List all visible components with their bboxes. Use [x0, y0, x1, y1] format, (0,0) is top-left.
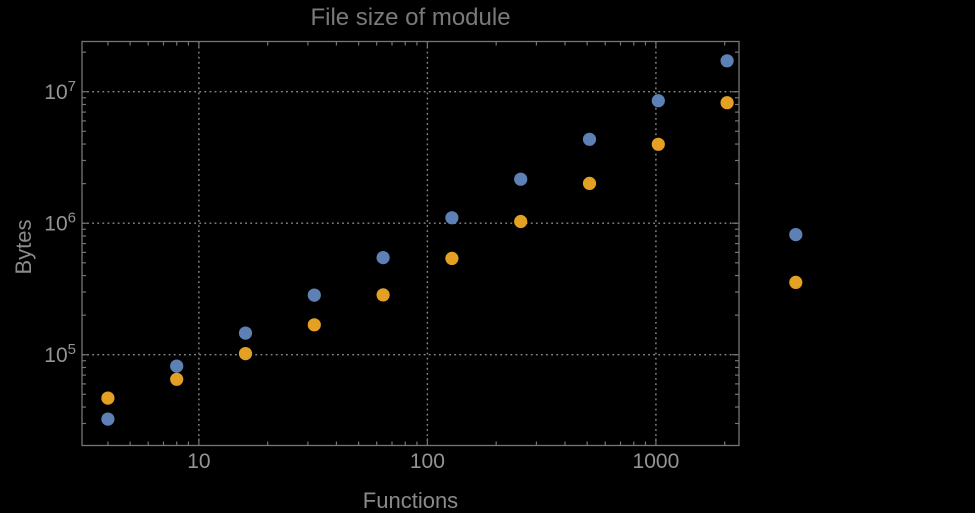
- data-point: [582, 176, 597, 190]
- data-point: [376, 288, 390, 302]
- data-point: [514, 214, 528, 229]
- data-point: [307, 318, 321, 332]
- data-point: [170, 372, 184, 386]
- data-point: [789, 228, 803, 242]
- data-point: [720, 96, 734, 110]
- data-points: [101, 54, 803, 426]
- y-tick-label-1e7: 107: [44, 78, 76, 104]
- gridlines: [82, 41, 739, 446]
- frame-ticks: [82, 41, 739, 446]
- data-point: [170, 359, 184, 373]
- data-point: [651, 137, 665, 151]
- data-point: [238, 347, 253, 361]
- x-tick-label-10: 10: [187, 450, 210, 473]
- x-tick-label-1000: 1000: [633, 450, 680, 473]
- data-point: [445, 251, 459, 265]
- plot-frame: [81, 40, 740, 447]
- data-point: [445, 211, 459, 225]
- x-tick-labels: 10 100 1000: [187, 450, 679, 473]
- y-tick-label-1e6: 106: [44, 210, 76, 236]
- data-point: [101, 412, 115, 426]
- y-tick-label-1e5: 105: [44, 341, 76, 367]
- data-point: [514, 172, 528, 186]
- data-point: [101, 391, 115, 405]
- x-axis-label: Functions: [363, 488, 458, 513]
- y-axis-label: Bytes: [11, 219, 36, 274]
- y-tick-labels: 105 106 107: [44, 78, 76, 367]
- data-point: [376, 251, 390, 265]
- series-1-blue-points: [101, 54, 803, 426]
- series-2-orange-points: [101, 96, 803, 405]
- data-point: [582, 132, 597, 146]
- data-point: [789, 275, 803, 289]
- data-point: [238, 326, 253, 340]
- data-point: [720, 54, 734, 68]
- data-point: [651, 94, 665, 108]
- x-tick-label-100: 100: [410, 450, 445, 473]
- data-point: [307, 288, 321, 302]
- chart-title: File size of module: [310, 4, 510, 31]
